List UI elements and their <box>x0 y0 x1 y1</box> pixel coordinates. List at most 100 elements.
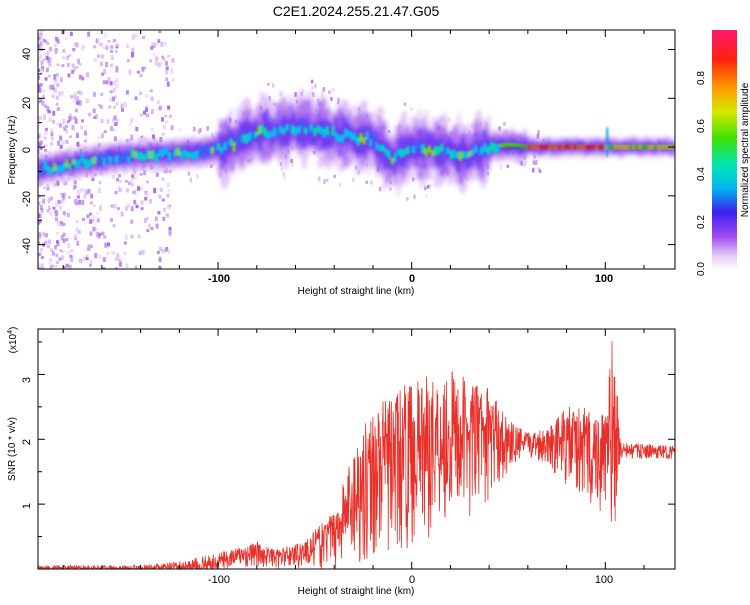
noise-speckle <box>38 68 40 72</box>
halo-band <box>197 143 200 157</box>
ridge-segment <box>207 146 211 156</box>
noise-speckle <box>92 215 96 221</box>
noise-speckle <box>114 49 118 53</box>
noise-speckle <box>39 30 43 33</box>
noise-speckle <box>77 58 81 64</box>
noise-speckle <box>53 43 57 48</box>
noise-speckle <box>403 102 407 106</box>
noise-speckle <box>97 136 101 139</box>
noise-speckle <box>331 87 335 92</box>
ridge-segment <box>176 146 180 156</box>
halo-band <box>122 151 126 166</box>
halo-band <box>466 145 470 171</box>
ridge-segment <box>409 146 413 153</box>
noise-speckle <box>38 201 41 206</box>
noise-speckle <box>86 98 90 104</box>
noise-speckle <box>68 264 72 269</box>
halo-band <box>67 157 70 172</box>
halo-band <box>348 116 351 143</box>
noise-speckle <box>39 43 43 49</box>
noise-speckle <box>290 159 293 163</box>
noise-speckle <box>165 66 169 71</box>
noise-speckle <box>38 194 42 199</box>
halo-band <box>485 130 488 158</box>
noise-speckle <box>94 227 98 231</box>
noise-speckle <box>120 103 124 108</box>
noise-speckle <box>68 54 72 57</box>
noise-speckle <box>65 237 69 242</box>
ridge-segment <box>437 146 440 155</box>
noise-speckle <box>125 44 129 48</box>
ridge-segment <box>427 145 431 154</box>
halo-band <box>262 110 265 142</box>
snr-x-tick: 100 <box>595 574 613 586</box>
spectrogram-y-tick: -20 <box>21 191 33 207</box>
noise-speckle <box>165 70 169 75</box>
noise-speckle <box>73 116 77 120</box>
ridge-segment <box>170 152 174 160</box>
ridge-segment <box>446 147 450 154</box>
noise-speckle <box>83 139 87 143</box>
ridge-segment <box>499 143 502 148</box>
ridge-segment <box>443 146 447 157</box>
halo-band <box>299 113 302 143</box>
noise-speckle <box>134 265 138 269</box>
noise-speckle <box>89 259 93 264</box>
noise-speckle <box>55 73 59 77</box>
noise-speckle <box>48 258 52 262</box>
halo-band <box>308 121 312 148</box>
ridge-segment <box>204 144 208 151</box>
noise-speckle <box>48 262 52 267</box>
halo-band <box>647 140 651 150</box>
snr-x-tick: 0 <box>409 574 415 586</box>
noise-speckle <box>130 179 134 183</box>
noise-speckle <box>157 211 161 215</box>
noise-speckle <box>123 102 127 108</box>
noise-speckle <box>60 90 64 96</box>
noise-speckle <box>76 195 80 199</box>
noise-speckle <box>84 130 88 136</box>
noise-speckle <box>117 173 121 178</box>
noise-speckle <box>55 253 59 257</box>
halo-band <box>178 147 182 161</box>
noise-speckle <box>60 222 64 227</box>
noise-speckle <box>110 55 114 60</box>
noise-speckle <box>161 198 165 202</box>
noise-speckle <box>410 107 413 111</box>
noise-speckle <box>62 232 66 237</box>
noise-speckle <box>43 40 47 43</box>
noise-speckle <box>93 58 97 62</box>
noise-speckle <box>85 257 89 261</box>
halo-band <box>264 110 268 142</box>
noise-speckle <box>97 187 101 194</box>
noise-speckle <box>40 263 44 269</box>
noise-speckle <box>62 118 66 125</box>
noise-speckle <box>87 247 91 251</box>
noise-speckle <box>135 126 139 132</box>
ridge-segment <box>341 134 344 143</box>
noise-speckle <box>125 179 129 183</box>
noise-speckle <box>66 212 70 218</box>
noise-speckle <box>41 100 45 106</box>
noise-speckle <box>67 250 71 255</box>
ridge-segment <box>77 159 81 168</box>
ridge-segment <box>263 127 267 138</box>
halo-band <box>443 142 446 172</box>
noise-speckle <box>40 255 44 260</box>
noise-speckle <box>146 229 150 233</box>
noise-speckle <box>114 267 118 269</box>
ridge-segment <box>294 127 298 136</box>
noise-speckle <box>38 211 41 215</box>
noise-speckle <box>78 100 82 106</box>
noise-speckle <box>163 125 167 130</box>
noise-speckle <box>168 231 172 236</box>
noise-speckle <box>44 130 48 135</box>
snr-frame <box>37 328 676 570</box>
ridge-segment <box>192 151 196 161</box>
noise-speckle <box>40 66 44 72</box>
noise-speckle <box>59 135 63 141</box>
noise-speckle <box>62 266 66 269</box>
halo-band <box>615 143 618 153</box>
noise-speckle <box>52 110 56 116</box>
noise-speckle <box>62 49 66 53</box>
